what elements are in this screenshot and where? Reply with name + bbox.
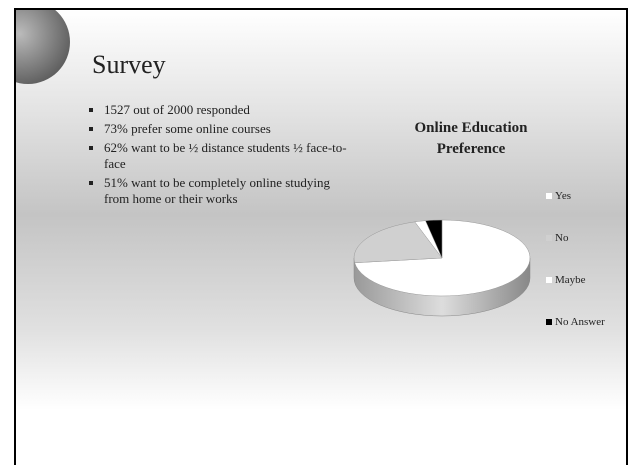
bullet: 51% want to be completely online studyin… (104, 175, 354, 207)
legend-swatch (546, 319, 552, 325)
legend-item: Maybe (546, 274, 606, 287)
legend-label: No (555, 232, 568, 244)
bullet: 73% prefer some online courses (104, 121, 354, 137)
globe (16, 10, 70, 84)
legend-swatch (546, 277, 552, 283)
chart-title: Online Education Preference (396, 118, 546, 160)
bullet-list: 1527 out of 2000 responded 73% prefer som… (86, 102, 354, 210)
bullet: 1527 out of 2000 responded (104, 102, 354, 118)
legend-swatch (546, 193, 552, 199)
legend-item: No (546, 232, 606, 245)
legend-label: Yes (555, 190, 571, 202)
legend-label: No Answer (555, 316, 605, 328)
legend-label: Maybe (555, 274, 586, 286)
slide-title: Survey (92, 50, 166, 80)
bullet: 62% want to be ½ distance students ½ fac… (104, 140, 354, 172)
legend-item: Yes (546, 190, 606, 203)
legend-swatch (546, 235, 552, 241)
slide: Survey 1527 out of 2000 responded 73% pre… (14, 8, 628, 465)
legend-item: No Answer (546, 316, 606, 329)
page: Survey 1527 out of 2000 responded 73% pre… (0, 0, 634, 463)
